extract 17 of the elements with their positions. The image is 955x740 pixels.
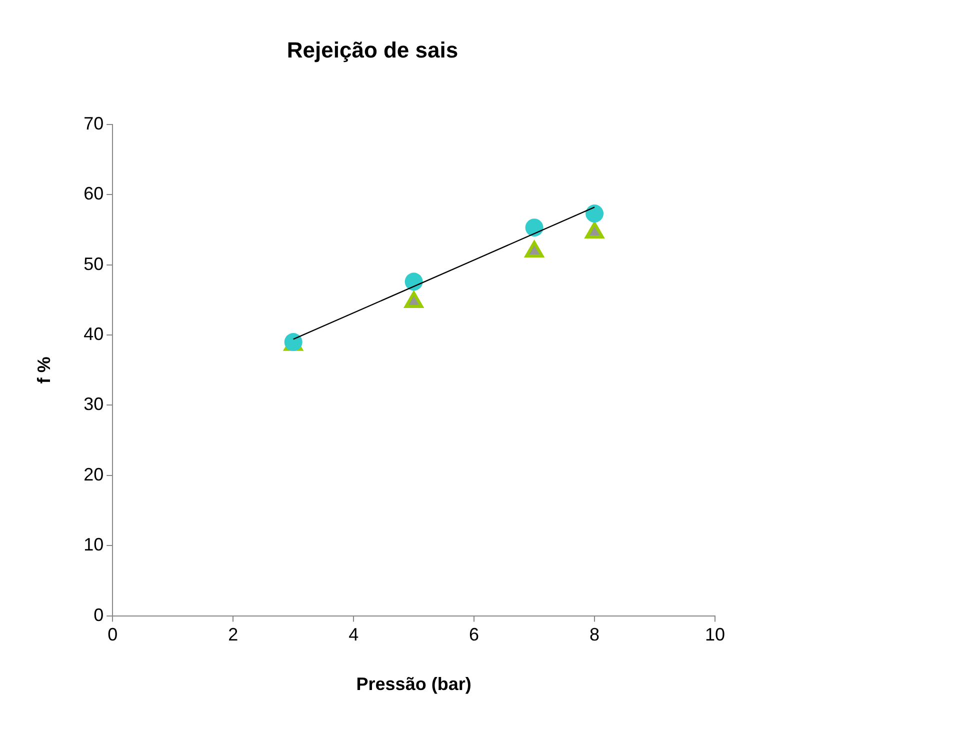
chart-title: Rejeição de sais [286, 37, 458, 62]
y-tick-label: 0 [94, 604, 104, 625]
y-tick-label: 70 [84, 113, 104, 134]
x-tick-label: 6 [469, 624, 480, 645]
x-tick-label: 10 [704, 624, 726, 645]
y-tick-label: 10 [84, 534, 104, 555]
x-tick-label: 8 [590, 624, 600, 645]
x-tick-label: 2 [228, 624, 238, 645]
y-tick-label: 60 [84, 184, 104, 204]
y-tick-label: 40 [84, 324, 104, 344]
y-tick-label: 50 [84, 254, 104, 274]
x-axis-title: Pressão (bar) [356, 674, 472, 694]
y-axis-title: f % [34, 356, 54, 384]
y-tick-label: 30 [84, 394, 104, 414]
x-tick-label: 4 [348, 624, 359, 645]
y-tick-label: 20 [84, 464, 104, 484]
x-tick-label: 0 [108, 624, 118, 645]
